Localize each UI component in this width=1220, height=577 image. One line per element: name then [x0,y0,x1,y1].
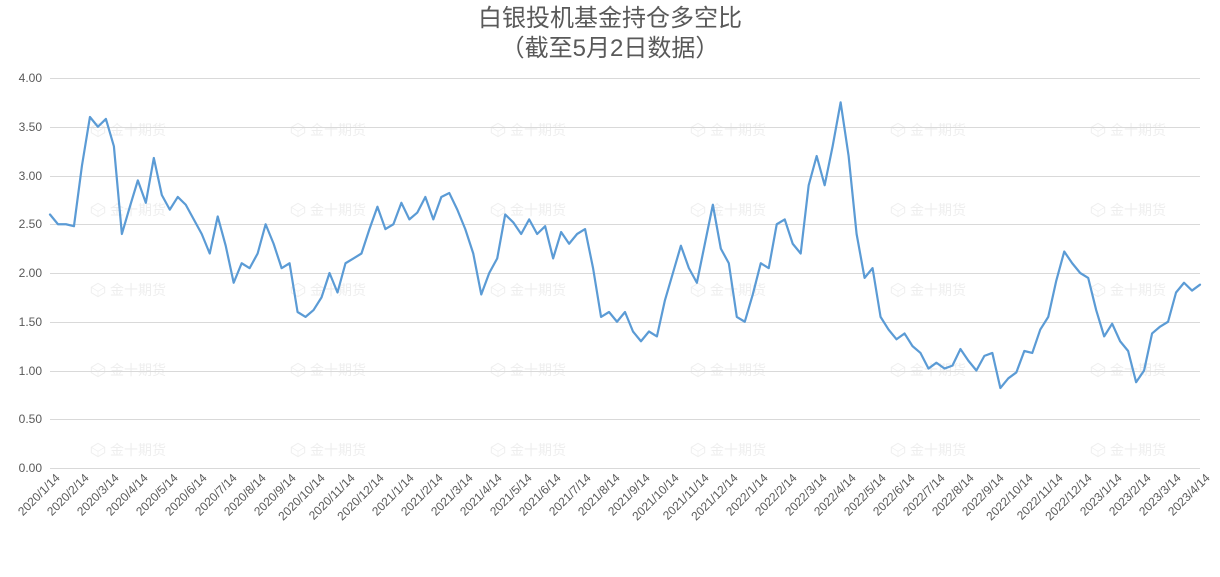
chart-title: 白银投机基金持仓多空比 （截至5月2日数据） [0,4,1220,64]
y-tick-label: 0.50 [19,412,50,426]
y-tick-label: 4.00 [19,71,50,85]
y-tick-label: 3.50 [19,120,50,134]
y-tick-label: 2.00 [19,266,50,280]
chart-container: 白银投机基金持仓多空比 （截至5月2日数据） 金十期货金十期货金十期货金十期货金… [0,0,1220,577]
chart-title-line2: （截至5月2日数据） [0,34,1220,64]
y-tick-label: 2.50 [19,217,50,231]
y-tick-label: 1.00 [19,364,50,378]
y-tick-label: 3.00 [19,169,50,183]
line-series [50,78,1200,468]
chart-title-line1: 白银投机基金持仓多空比 [0,4,1220,34]
gridline [50,468,1200,469]
y-tick-label: 1.50 [19,315,50,329]
plot-area: 0.000.501.001.502.002.503.003.504.00 202… [50,78,1200,468]
series-polyline [50,102,1200,388]
